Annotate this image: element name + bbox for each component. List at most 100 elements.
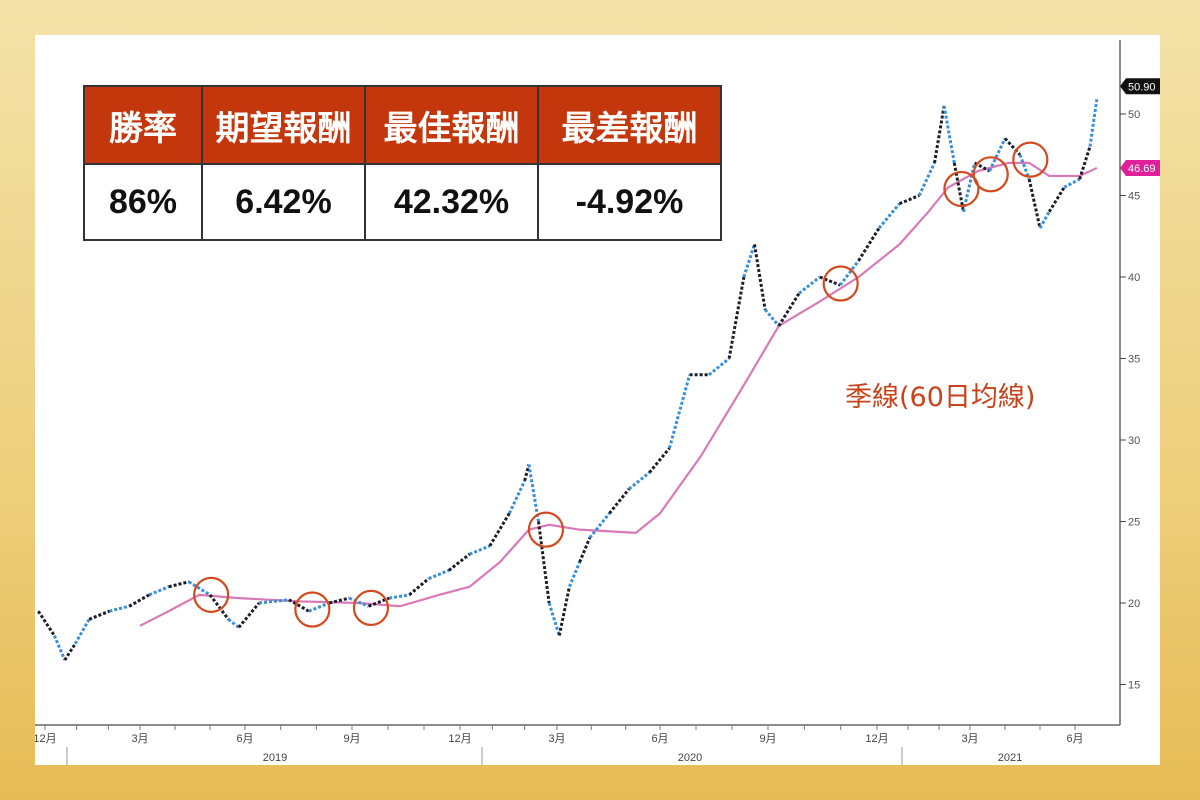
value-worst-return: -4.92% <box>537 163 722 241</box>
highlight-circle <box>822 265 859 302</box>
price-segment <box>37 610 56 637</box>
price-segment <box>819 275 841 287</box>
y-tick-label: 25 <box>1128 517 1140 529</box>
value-expected-return: 6.42% <box>201 163 366 241</box>
highlight-circle <box>972 156 1009 193</box>
price-segment <box>1063 177 1081 189</box>
y-tick-label: 35 <box>1128 354 1140 366</box>
y-tick-label: 15 <box>1128 680 1140 692</box>
price-segment <box>1078 146 1092 180</box>
price-segment <box>988 137 1007 172</box>
x-tick-label: 3月 <box>548 733 565 745</box>
price-segment <box>727 276 746 359</box>
x-tick-label: 6月 <box>651 733 668 745</box>
ma-annotation: 季線(60日均線) <box>845 382 1036 413</box>
price-segment <box>628 471 651 491</box>
price-segment <box>588 512 611 539</box>
price-segment <box>368 596 390 608</box>
price-segment <box>942 105 956 164</box>
price-segment <box>52 635 67 661</box>
price-segment <box>527 464 540 522</box>
highlight-circle <box>1012 141 1049 178</box>
last-ma-tag-bg <box>1120 159 1160 176</box>
header-expected-return: 期望報酬 <box>201 85 366 165</box>
value-win-rate: 86% <box>83 163 203 241</box>
highlight-circle <box>352 589 390 626</box>
price-segment <box>109 604 130 613</box>
x-tick-label: 3月 <box>131 733 148 745</box>
price-segment <box>708 357 731 376</box>
price-segment <box>952 162 965 213</box>
price-segment <box>798 275 821 295</box>
price-segment <box>537 521 551 604</box>
price-segment <box>962 162 977 213</box>
price-segment <box>877 202 901 230</box>
price-segment <box>898 194 920 206</box>
price-segment <box>568 561 581 588</box>
price-segment <box>507 480 527 514</box>
price-segment <box>523 464 531 482</box>
highlight-circle <box>943 170 980 208</box>
price-segment <box>547 602 561 637</box>
price-segment <box>348 596 370 608</box>
price-segment <box>148 585 170 597</box>
price-segment <box>838 259 860 287</box>
price-segment <box>237 602 261 629</box>
price-segment <box>308 601 330 613</box>
price-segment <box>578 537 592 563</box>
price-segment <box>1038 211 1051 229</box>
ma-line <box>139 161 1098 627</box>
value-best-return: 42.32% <box>364 163 539 241</box>
price-segment <box>288 598 310 613</box>
price-segment <box>328 596 350 605</box>
price-segment <box>557 586 571 636</box>
price-segment <box>447 552 471 572</box>
price-segment <box>128 593 150 608</box>
price-segment <box>608 487 631 515</box>
price-segment <box>753 244 767 310</box>
x-tick-label: 3月 <box>961 733 978 745</box>
last-price-tag-bg <box>1120 78 1160 95</box>
x-tick-label: 6月 <box>1066 733 1083 745</box>
last-ma-tag: 46.69 <box>1120 159 1160 176</box>
price-segment <box>428 569 450 580</box>
x-tick-label: 6月 <box>236 733 253 745</box>
x-tick-label: 12月 <box>865 733 888 745</box>
last-ma-tag-text: 46.69 <box>1128 163 1156 175</box>
highlight-circle <box>527 511 565 548</box>
price-segment <box>668 374 692 449</box>
y-tick-label: 50 <box>1128 109 1140 121</box>
price-segment <box>208 593 230 621</box>
stock-chart: 15 20 25 30 35 40 45 50 12月 3月 6月 9月 12月 3月 6月 9月 12月 3月 6… <box>35 40 1160 765</box>
price-segment <box>488 512 511 547</box>
price-segment <box>168 580 190 589</box>
price-segment <box>933 105 946 164</box>
price-segment <box>742 243 756 278</box>
year-label: 2019 <box>263 752 287 764</box>
stats-value-row: 86% 6.42% 42.32% -4.92% <box>83 163 722 241</box>
y-tick-label: 40 <box>1128 272 1140 284</box>
header-best-return: 最佳報酬 <box>364 85 539 165</box>
highlight-circle <box>193 576 230 613</box>
price-segment <box>1018 154 1031 180</box>
price-segment <box>188 580 211 597</box>
year-label: 2020 <box>678 752 702 764</box>
price-segment <box>777 292 801 327</box>
header-worst-return: 最差報酬 <box>537 85 722 165</box>
price-segment <box>408 577 430 596</box>
price-segment <box>1047 186 1066 213</box>
price-segment <box>88 609 110 621</box>
year-label: 2021 <box>998 752 1022 764</box>
price-segment <box>648 447 671 474</box>
stats-header-row: 勝率 期望報酬 最佳報酬 最差報酬 <box>83 85 722 165</box>
price-segment <box>63 642 77 661</box>
price-segment <box>917 162 936 197</box>
header-win-rate: 勝率 <box>83 85 203 165</box>
price-segment <box>388 593 410 600</box>
x-tick-label: 9月 <box>343 733 360 745</box>
price-segment <box>764 308 780 327</box>
price-segment <box>1088 99 1099 147</box>
price-segment <box>1027 178 1042 229</box>
price-segment <box>469 544 491 556</box>
x-tick-label: 12月 <box>448 733 471 745</box>
